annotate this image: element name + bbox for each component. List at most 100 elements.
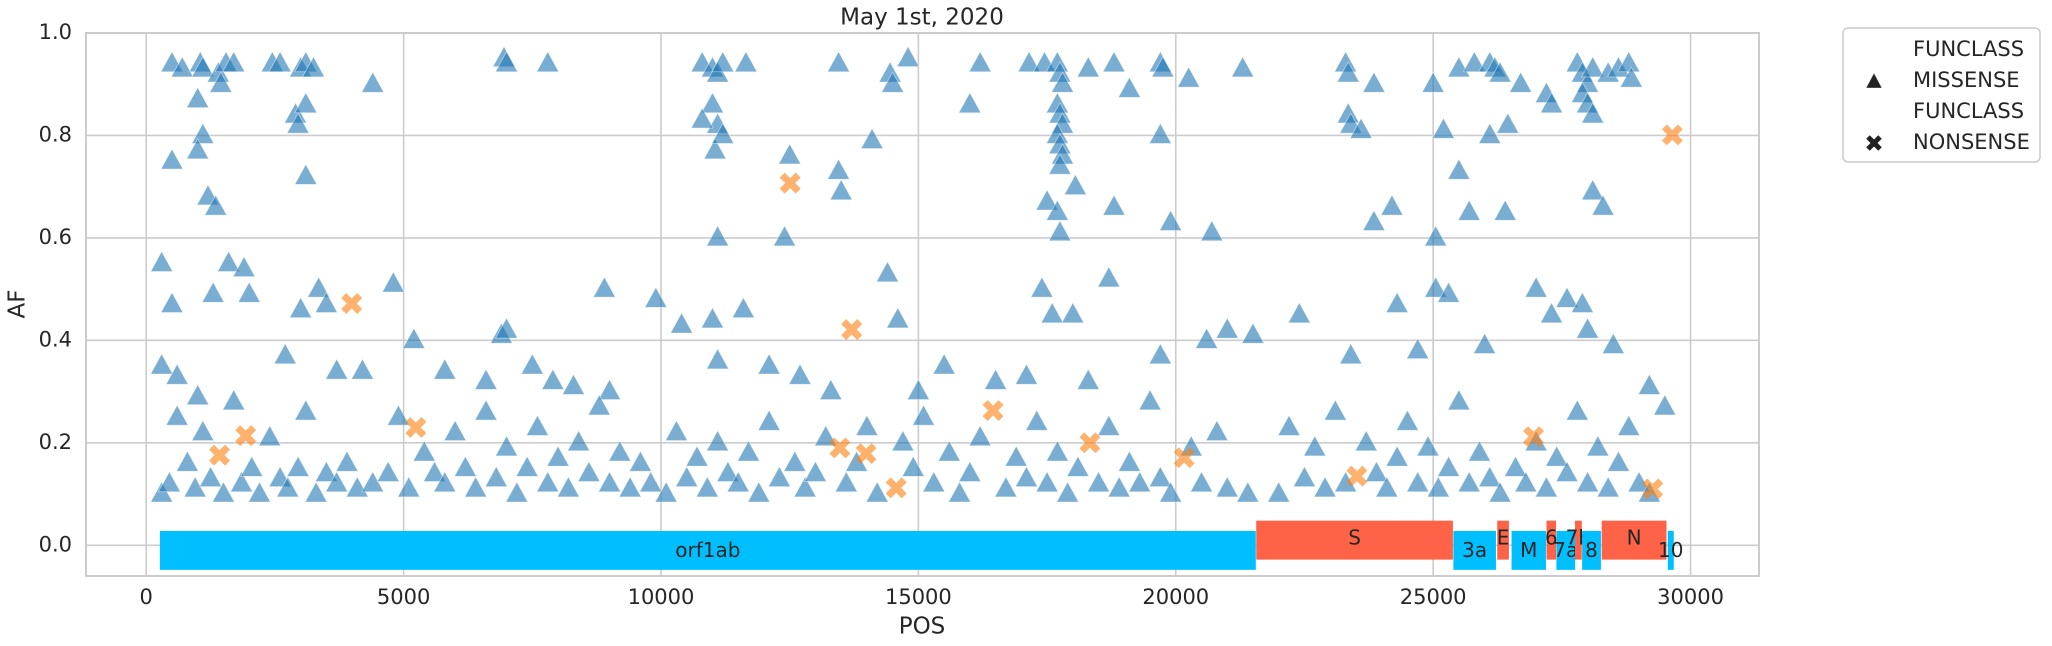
point [779,172,801,194]
point [896,45,920,68]
point [1661,124,1683,146]
point [675,465,699,488]
point [1048,153,1072,175]
point [1176,66,1201,88]
point [747,481,771,503]
point [433,358,457,380]
point [778,143,802,165]
point [994,476,1018,498]
point [149,353,174,375]
point [716,460,740,482]
point [191,122,215,144]
point [1215,476,1239,498]
point [654,481,678,503]
point [216,250,241,272]
point [1447,388,1471,411]
point [736,440,761,462]
point [1426,476,1450,498]
point [1107,476,1131,498]
point [160,148,184,170]
gene-label: E [1497,526,1510,550]
point [664,419,689,441]
point [1102,50,1126,73]
point [1524,276,1548,298]
point [301,56,326,78]
point [711,122,735,144]
gene-label: 6 [1545,526,1558,550]
y-tick-label: 0.6 [39,225,72,249]
gene-label: 7a [1553,538,1578,562]
point [608,440,632,462]
point [536,50,560,73]
y-axis-label: AF [5,290,31,319]
point [1545,445,1569,467]
point [1488,61,1512,83]
point [222,50,246,73]
x-tick-label: 20000 [1142,585,1209,609]
point [170,56,194,78]
point [1215,317,1239,339]
gene-bar [1453,530,1496,570]
point [335,450,359,472]
point [453,455,478,477]
point [1194,327,1219,349]
point [1570,291,1595,313]
point [1534,476,1559,498]
point [1617,414,1641,436]
point [1241,322,1265,344]
point [1406,337,1430,360]
point [587,394,611,416]
y-tick-label: 0.2 [39,430,72,454]
point [1102,194,1126,216]
point [1076,56,1100,78]
point [1267,481,1291,503]
point [1488,481,1512,503]
point [1097,414,1121,436]
point [1523,426,1545,448]
point [1236,481,1260,503]
point [700,91,725,114]
point [232,255,256,278]
x-tick-label: 0 [140,585,153,609]
point [1339,342,1363,365]
point [1045,440,1070,462]
point [1385,445,1409,467]
point [405,416,427,438]
point [204,194,228,216]
point [443,419,467,441]
point [937,440,961,462]
point [1004,445,1028,467]
point [306,276,331,298]
point [947,481,972,503]
point [186,137,210,160]
point [1063,173,1088,196]
point [288,296,313,319]
point [968,50,992,73]
point [1117,76,1142,98]
point [1606,450,1631,472]
point [1493,199,1517,221]
point [618,476,642,498]
point [1380,194,1404,216]
point [1050,71,1075,93]
point [381,271,405,293]
point [1581,102,1605,124]
point [1151,56,1175,78]
gene-bar [1601,520,1667,560]
point [1346,465,1368,487]
point [982,400,1004,422]
point [1173,447,1195,469]
point [1496,112,1520,134]
x-tick-label: 10000 [628,585,695,609]
point [886,307,910,329]
point [767,465,792,488]
point [885,477,907,499]
legend-marker [1865,72,1883,89]
point [958,460,982,482]
point [386,404,411,426]
point [1231,56,1255,78]
point [433,470,457,493]
point [211,481,236,503]
gene-bar [159,530,1256,570]
